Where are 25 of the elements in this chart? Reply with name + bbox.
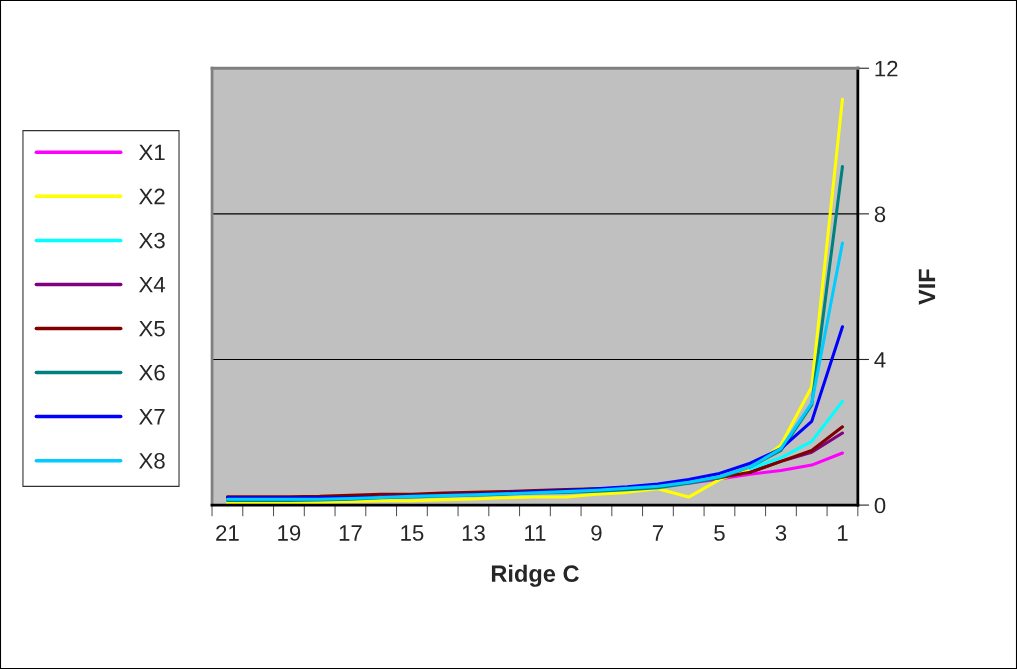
legend-label: X5 (139, 320, 165, 337)
legend-label: X7 (139, 409, 165, 425)
y-tick-label: 0 (874, 497, 886, 514)
x-tick-label: 21 (216, 525, 239, 541)
legend-label: X6 (139, 364, 165, 381)
x-tick-label: 17 (339, 525, 362, 541)
y-tick-label: 8 (874, 206, 886, 223)
x-axis-title: Ridge C (491, 564, 579, 587)
x-tick-label: 5 (714, 525, 725, 541)
x-tick-label: 13 (462, 525, 485, 541)
legend-label: X2 (139, 188, 165, 205)
y-axis-title: VIF (918, 269, 936, 305)
legend-label: X4 (139, 276, 166, 293)
y-tick-label: 12 (875, 60, 898, 77)
legend-label: X3 (139, 232, 165, 249)
x-tick-label: 15 (401, 525, 424, 541)
x-tick-label: 9 (591, 525, 602, 541)
legend-label: X1 (139, 144, 165, 161)
x-tick-label: 1 (837, 525, 848, 541)
legend-label: X8 (139, 452, 165, 469)
x-tick-label: 7 (652, 525, 664, 541)
y-tick-label: 4 (874, 352, 886, 368)
x-tick-label: 19 (278, 525, 301, 541)
x-tick-label: 3 (775, 525, 787, 541)
x-tick-label: 11 (525, 525, 546, 541)
